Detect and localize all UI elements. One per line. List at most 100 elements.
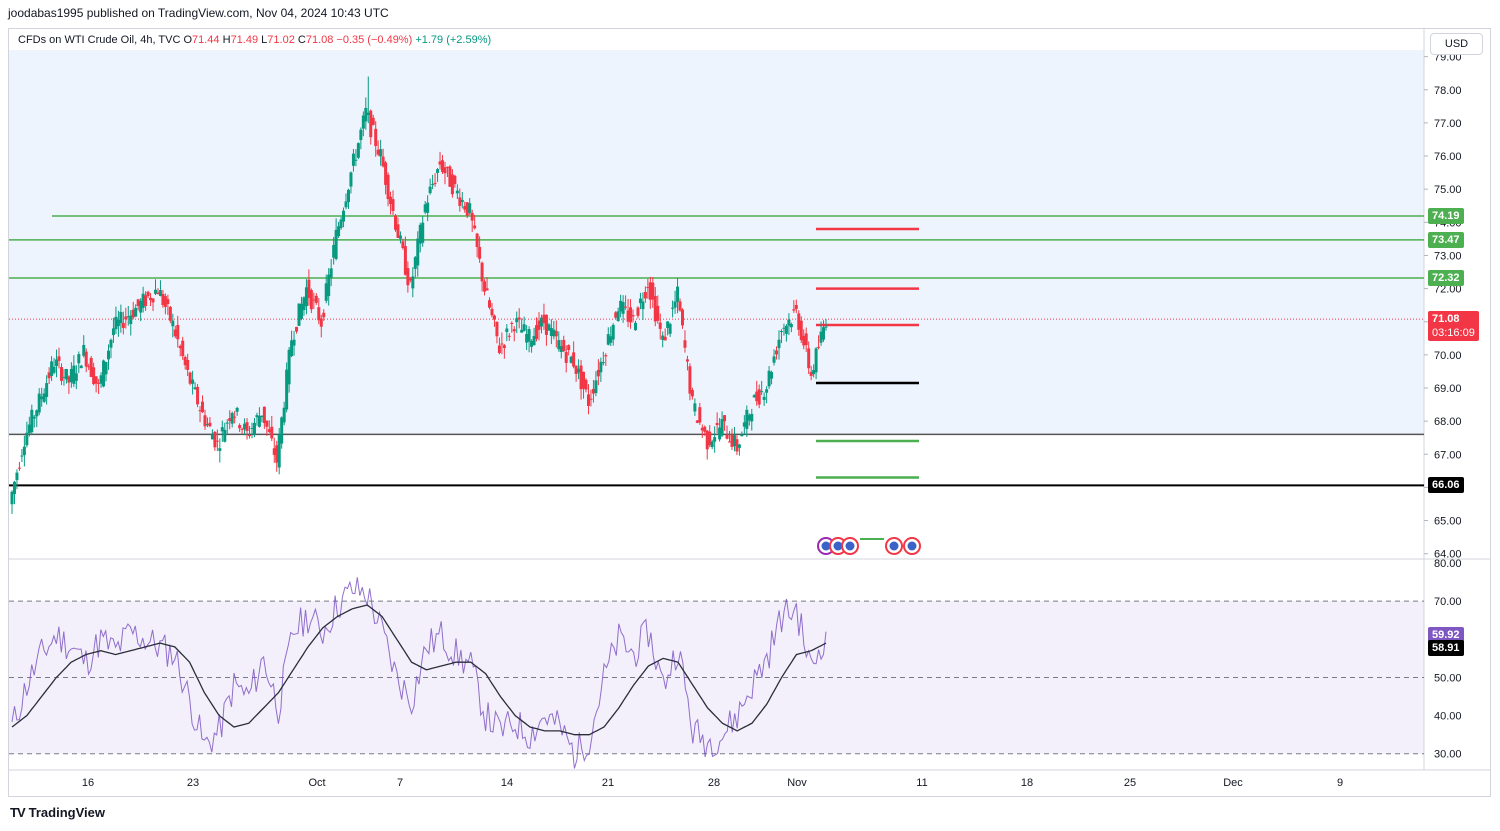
candle-body <box>408 278 412 281</box>
candle-body <box>339 219 343 228</box>
candle-body <box>55 359 59 367</box>
candle-body <box>287 349 291 385</box>
candle-body <box>750 413 754 422</box>
candle-body <box>126 316 130 318</box>
candle-body <box>351 153 355 166</box>
candle-body <box>505 328 509 332</box>
candle-body <box>819 331 823 343</box>
candle-body <box>520 329 524 333</box>
candle-body <box>436 169 440 173</box>
candle-body <box>344 201 348 208</box>
rsi-tag: 59.92 <box>1428 626 1464 643</box>
candle-body <box>364 107 368 122</box>
candle-body <box>787 319 791 326</box>
candle-body <box>594 380 598 394</box>
candle-body <box>539 317 543 327</box>
rsi-tick-label: 30.00 <box>1434 749 1462 761</box>
price-tick-label: 68.00 <box>1434 416 1462 428</box>
event-flag-icon-inner <box>907 541 917 551</box>
candle-body <box>359 129 363 141</box>
candle-body <box>784 325 788 334</box>
candle-body <box>208 422 212 427</box>
candle-body <box>15 472 19 481</box>
candle-body <box>201 401 205 413</box>
rsi-tick-label: 70.00 <box>1434 596 1462 608</box>
candle-body <box>396 224 400 238</box>
candle-body <box>641 301 645 310</box>
candle-body <box>515 318 519 323</box>
currency-button[interactable]: USD <box>1430 33 1483 55</box>
candle-body <box>104 362 108 375</box>
candle-body <box>282 407 286 423</box>
rsi-sma-line <box>11 604 827 736</box>
candle-body <box>596 369 600 377</box>
price-tick-label: 77.00 <box>1434 118 1462 130</box>
candle-body <box>564 352 568 363</box>
candle-body <box>465 202 469 216</box>
rsi-tick-label: 40.00 <box>1434 711 1462 723</box>
candle-body <box>804 333 808 346</box>
legend-change-2: +1.79 (+2.59%) <box>415 34 492 46</box>
candle-body <box>290 340 294 357</box>
candle-body <box>782 327 786 329</box>
candle-body <box>559 346 563 352</box>
candle-body <box>275 445 279 463</box>
candle-body <box>710 441 714 448</box>
candle-body <box>332 245 336 258</box>
candle-body <box>173 329 177 337</box>
candle-body <box>688 366 692 394</box>
price-tick-label: 78.00 <box>1434 85 1462 97</box>
candle-body <box>272 448 276 455</box>
candle-body <box>354 159 358 161</box>
candle-body <box>92 367 96 385</box>
price-tick-label: 70.00 <box>1434 350 1462 362</box>
rsi-tick-label: 80.00 <box>1434 558 1462 570</box>
candle-body <box>431 184 435 186</box>
candle-body <box>792 309 796 311</box>
candle-body <box>799 320 803 341</box>
candle-body <box>512 329 516 332</box>
candle-body <box>252 422 256 435</box>
candle-body <box>502 345 506 349</box>
candle-body <box>490 308 494 316</box>
candle-body <box>643 291 647 299</box>
candle-body <box>562 339 566 352</box>
candle-body <box>445 166 449 168</box>
candle-body <box>463 206 467 210</box>
candle-body <box>680 309 684 326</box>
price-tick-label: 75.00 <box>1434 184 1462 196</box>
candle-body <box>141 293 145 308</box>
candle-body <box>47 372 51 379</box>
candle-body <box>450 174 454 195</box>
candle-body <box>84 351 88 367</box>
time-tick-label: 9 <box>1337 777 1343 789</box>
candle-body <box>403 246 407 275</box>
candle-body <box>760 391 764 393</box>
candle-body <box>646 287 650 289</box>
candle-body <box>611 324 615 340</box>
candle-body <box>475 233 479 248</box>
candle-body <box>228 418 232 422</box>
legend-low: 71.02 <box>267 34 295 46</box>
candle-body <box>257 415 261 427</box>
candle-body <box>158 290 162 296</box>
candle-body <box>265 420 269 427</box>
candle-body <box>302 297 306 311</box>
candle-body <box>151 298 155 303</box>
candle-body <box>416 238 420 266</box>
candle-body <box>32 416 36 419</box>
candle-body <box>705 430 709 450</box>
candle-body <box>604 355 608 357</box>
candle-body <box>772 356 776 363</box>
candle-body <box>77 354 81 364</box>
candle-body <box>478 246 482 259</box>
event-flag-icon-inner <box>833 541 843 551</box>
event-flag-icon-inner <box>845 541 855 551</box>
time-tick-label: 14 <box>501 777 513 789</box>
candle-body <box>421 222 425 243</box>
candle-body <box>619 300 623 312</box>
candle-body <box>495 321 499 337</box>
candle-body <box>698 407 702 423</box>
rsi-series-line <box>11 577 827 769</box>
